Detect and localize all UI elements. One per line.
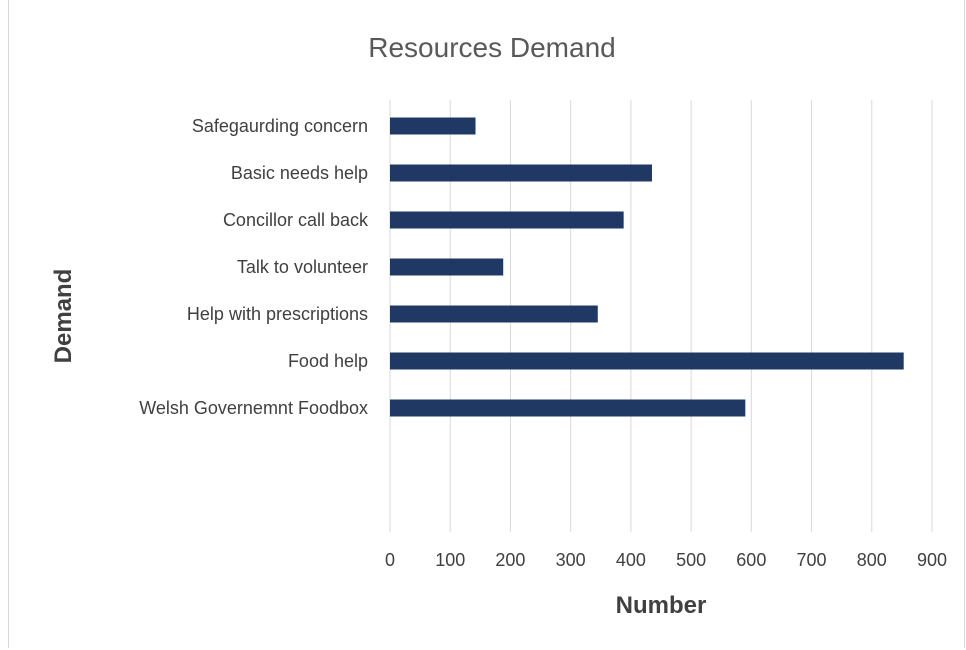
x-tick-labels: 0 100 200 300 400 500 600 700 800 900 [385, 550, 947, 570]
category-labels: Safegaurding concern Basic needs help Conc… [139, 116, 369, 418]
category-label: Basic needs help [231, 163, 368, 183]
category-label: Safegaurding concern [192, 116, 368, 136]
x-tick-label: 800 [857, 550, 887, 570]
bars [390, 117, 904, 417]
y-axis-title: Demand [50, 269, 77, 364]
category-label: Food help [288, 351, 368, 371]
chart-frame [8, 0, 965, 648]
category-label: Talk to volunteer [237, 257, 368, 277]
bar [390, 399, 746, 417]
x-tick-label: 100 [435, 550, 465, 570]
category-label: Help with prescriptions [187, 304, 368, 324]
bar [390, 117, 476, 135]
bar [390, 352, 904, 370]
x-axis-title: Number [616, 592, 707, 619]
x-tick-label: 700 [797, 550, 827, 570]
bar [390, 211, 624, 229]
category-label: Concillor call back [223, 210, 369, 230]
x-tick-label: 0 [385, 550, 395, 570]
bar [390, 258, 504, 276]
bar [390, 164, 652, 182]
x-tick-label: 300 [556, 550, 586, 570]
x-tick-label: 900 [917, 550, 947, 570]
bar [390, 305, 598, 323]
chart-title: Resources Demand [368, 32, 615, 63]
x-tick-label: 600 [736, 550, 766, 570]
x-tick-label: 500 [676, 550, 706, 570]
category-label: Welsh Governemnt Foodbox [139, 398, 368, 418]
x-tick-label: 400 [616, 550, 646, 570]
x-tick-label: 200 [495, 550, 525, 570]
